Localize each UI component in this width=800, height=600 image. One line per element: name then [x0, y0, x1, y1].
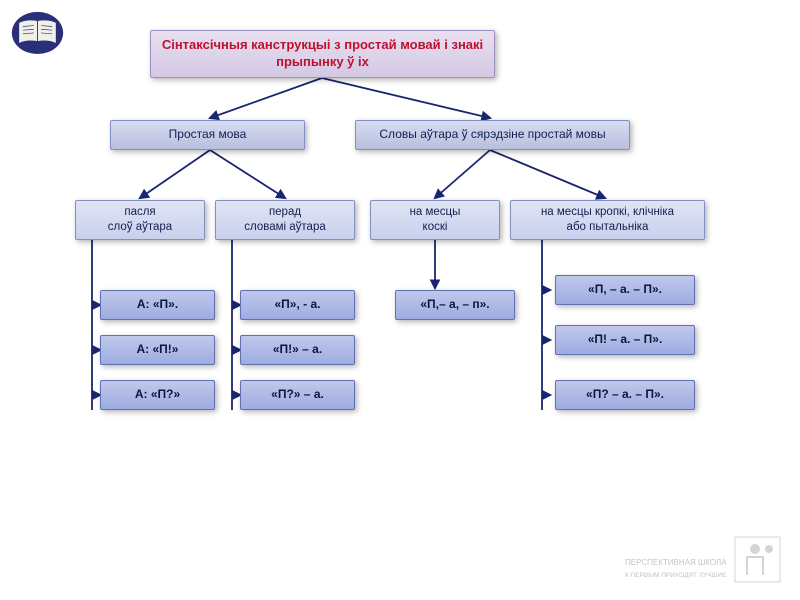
watermark-line2: К ПЕРВЫМ ПРИХОДЯТ ЛУЧШИЕ — [625, 572, 727, 579]
subcategory-sub1: пасля слоў аўтара — [75, 200, 205, 240]
leaf-l2: А: «П!» — [100, 335, 215, 365]
leaf-l3: А: «П?» — [100, 380, 215, 410]
diagram-title: Сінтаксічныя канструкцыі з простай мовай… — [150, 30, 495, 78]
watermark-line1: ПЕРСПЕКТИВНАЯ ШКОЛА — [625, 558, 727, 567]
leaf-l9: «П! – а. – П». — [555, 325, 695, 355]
leaf-l7: «П,– а, – п». — [395, 290, 515, 320]
leaf-l6: «П?» – а. — [240, 380, 355, 410]
leaf-l4: «П», - а. — [240, 290, 355, 320]
category-cat1: Простая мова — [110, 120, 305, 150]
leaf-l5: «П!» – а. — [240, 335, 355, 365]
category-cat2: Словы аўтара ў сярэдзіне простай мовы — [355, 120, 630, 150]
subcategory-sub4: на месцы кропкі, клічніка або пытальніка — [510, 200, 705, 240]
subcategory-sub2: перад словамі аўтара — [215, 200, 355, 240]
watermark-logo: ПЕРСПЕКТИВНАЯ ШКОЛА К ПЕРВЫМ ПРИХОДЯТ ЛУ… — [625, 535, 785, 590]
leaf-l1: А: «П». — [100, 290, 215, 320]
book-logo-icon — [10, 10, 65, 55]
subcategory-sub3: на месцы коскі — [370, 200, 500, 240]
leaf-l10: «П? – а. – П». — [555, 380, 695, 410]
leaf-l8: «П, – а. – П». — [555, 275, 695, 305]
